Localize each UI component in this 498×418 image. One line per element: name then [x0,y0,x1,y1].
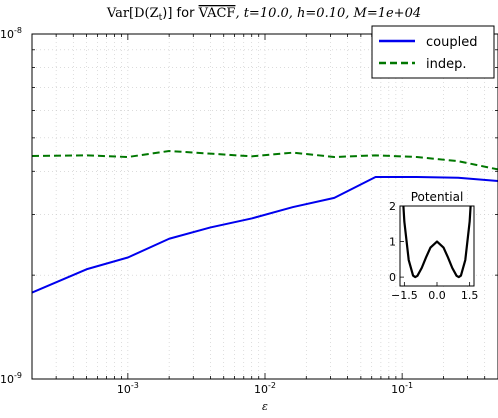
legend-label-indep: indep. [426,57,467,72]
legend-label-coupled: coupled [426,35,477,50]
inset-curve-layer [402,206,472,279]
x-tick-label: 10-3 [117,381,139,396]
series-line-indep [32,150,498,171]
inset-potential: Potential −1.5 0.0 1.5 0 1 2 [389,190,478,302]
legend-box [371,25,495,79]
plot-frame [31,33,498,380]
inset-x-tick-label: −1.5 [391,289,418,302]
x-tick-label: 10-1 [391,381,413,396]
x-tick-labels: 10-3 10-2 10-1 [117,381,413,396]
title-sub: t [159,13,163,23]
y-tick-labels: 10-8 10-9 [0,26,22,386]
title-vacf: VACF [198,6,236,21]
x-tick-label: 10-2 [254,381,276,396]
legend: coupled indep. [371,25,495,79]
y-tick-label: 10-8 [0,26,22,41]
y-tick-label: 10-9 [0,371,22,386]
title-params: , t=10.0, h=0.10, M=1e+04 [235,6,421,21]
series-layer [32,150,498,294]
inset-ticks: −1.5 0.0 1.5 0 1 2 [389,200,478,302]
title-mid: )] for [162,6,198,21]
chart-title: Var[D(Zt)] for VACF, t=10.0, h=0.10, M=1… [106,6,421,23]
inset-title: Potential [411,190,464,204]
x-axis-label: ε [262,400,268,413]
inset-potential-curve [402,206,472,279]
inset-x-tick-label: 1.5 [461,289,479,302]
inset-y-tick-label: 2 [389,200,396,213]
inset-y-tick-label: 1 [389,236,396,249]
title-var: Var[D(Z [106,6,159,21]
inset-x-tick-label: 0.0 [428,289,446,302]
series-line-coupled [32,176,498,294]
inset-frame [399,205,475,287]
inset-y-tick-label: 0 [389,271,396,284]
